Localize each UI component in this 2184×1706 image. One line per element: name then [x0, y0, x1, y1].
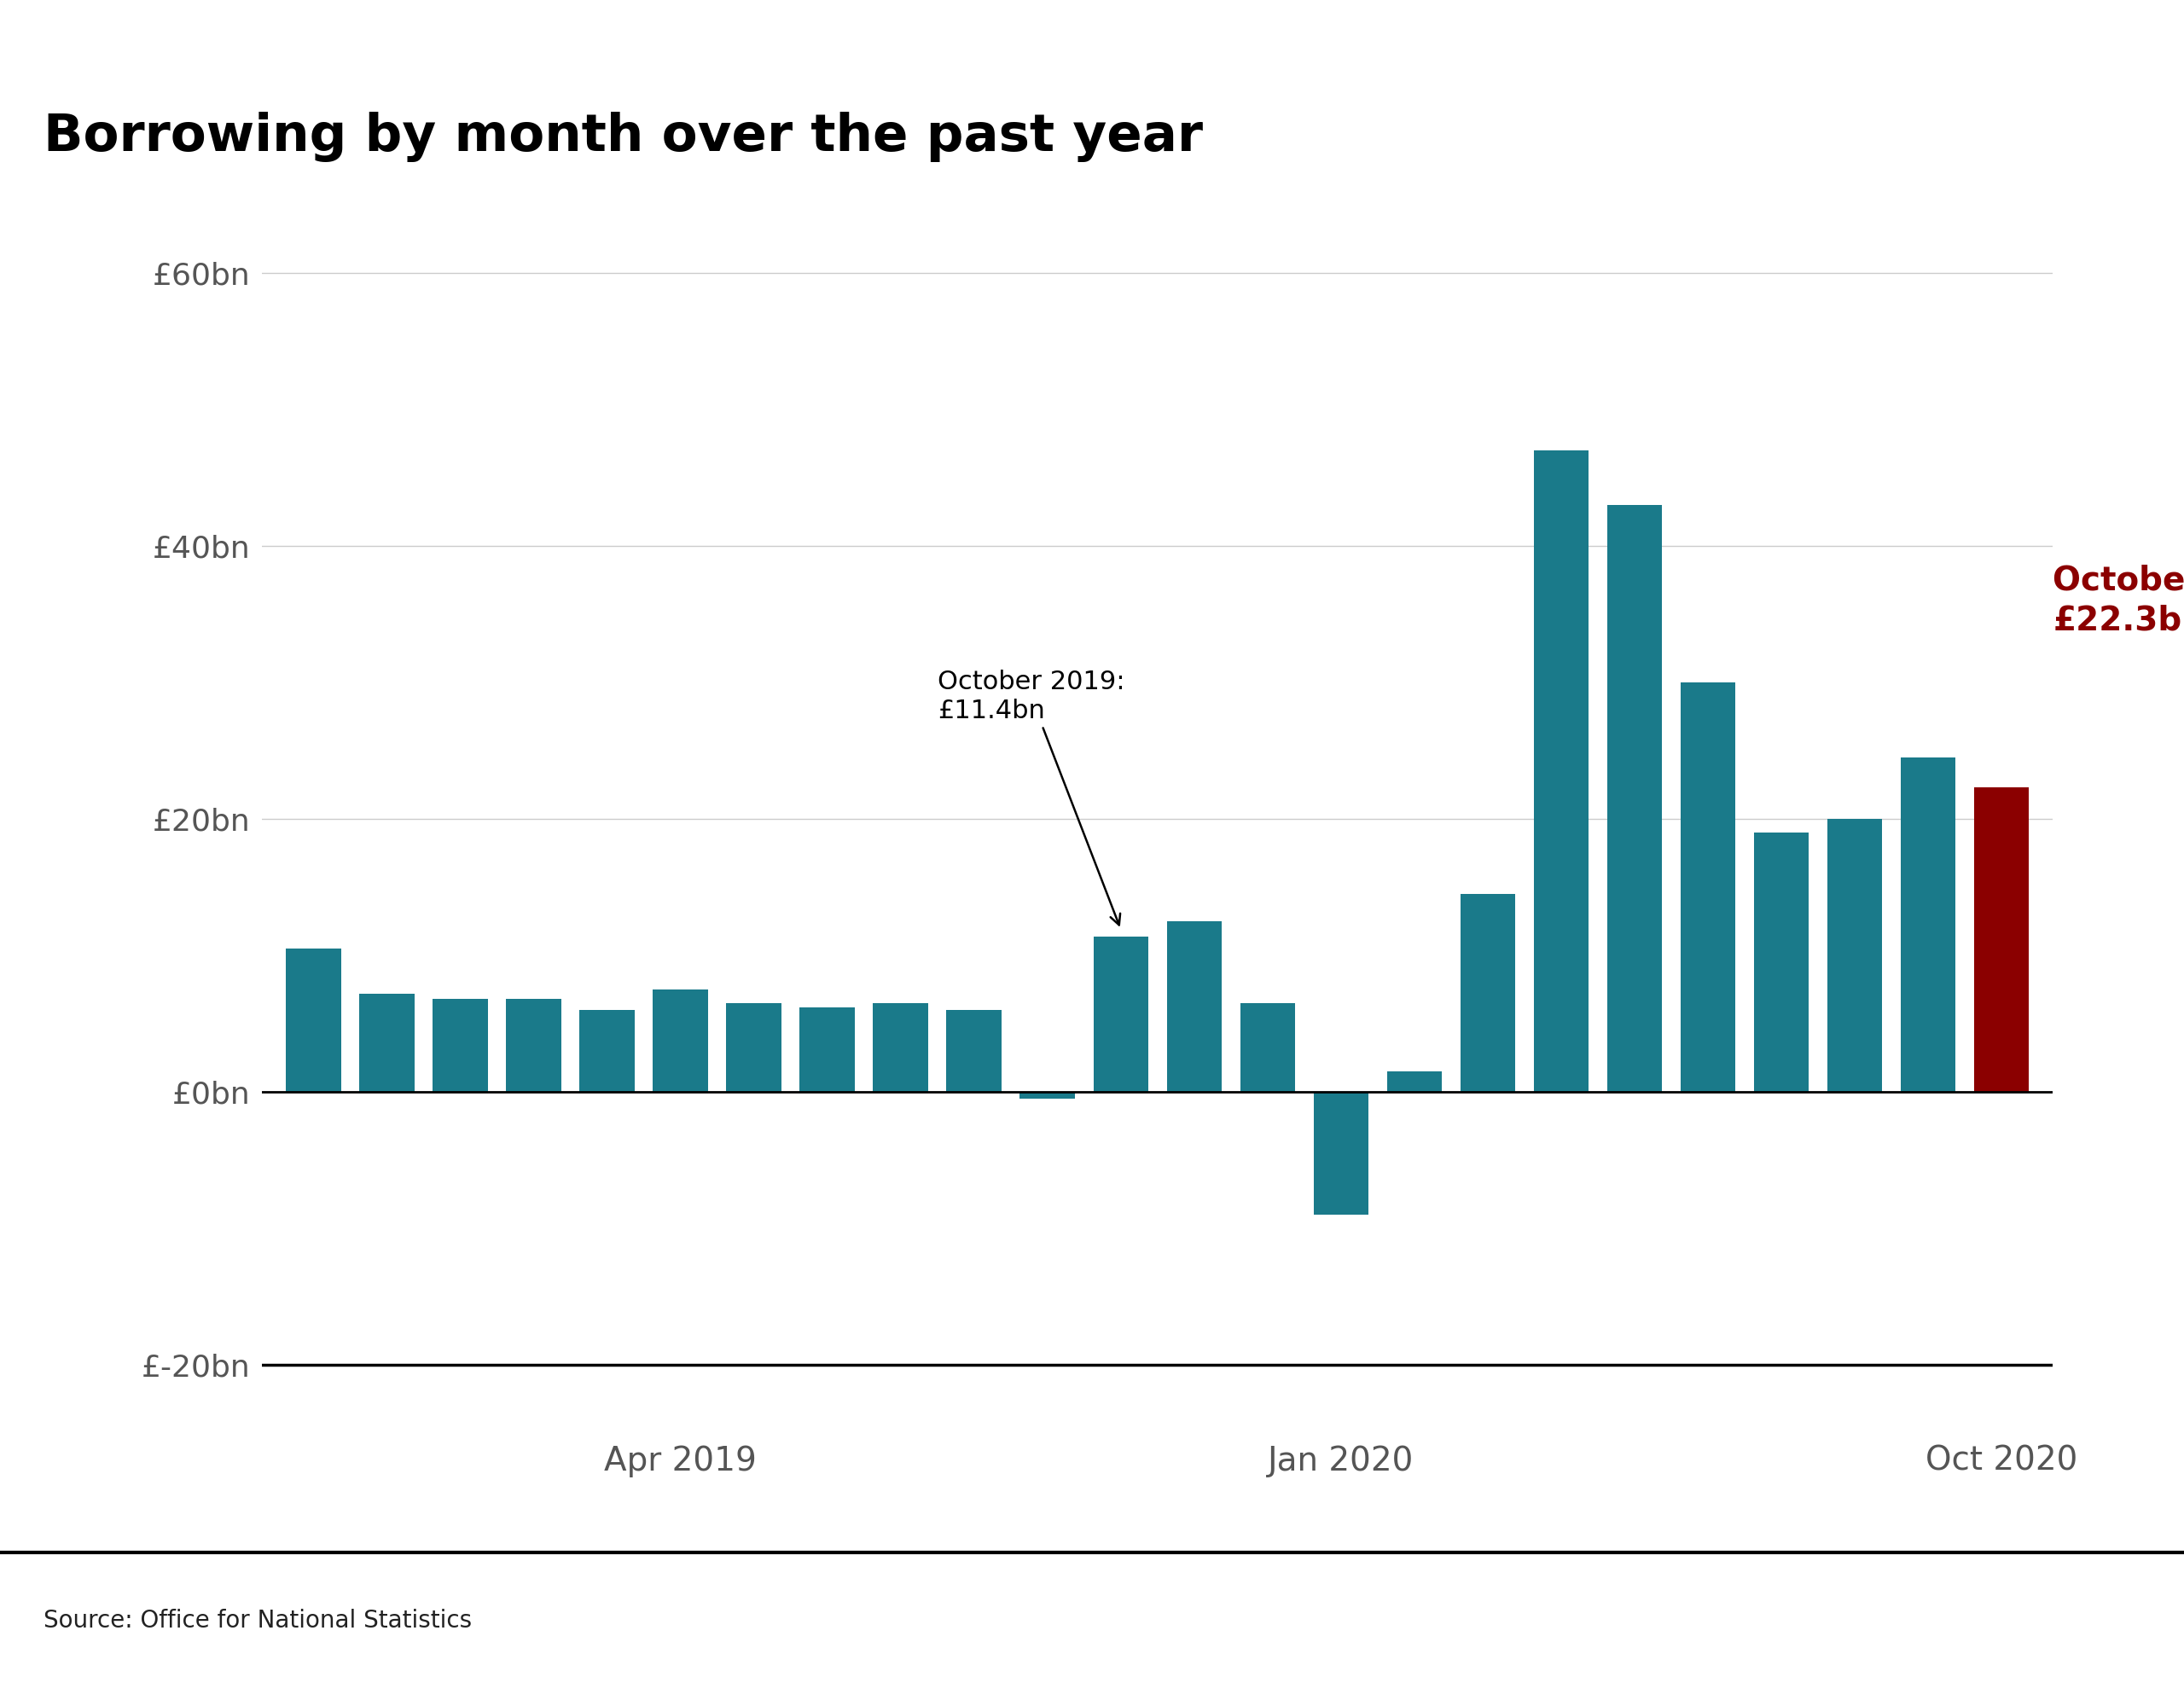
Bar — [432, 1000, 487, 1092]
Bar — [1461, 894, 1516, 1092]
Bar — [874, 1003, 928, 1092]
Text: C: C — [2108, 1610, 2129, 1638]
Bar — [1679, 682, 1736, 1092]
Bar — [1828, 819, 1883, 1092]
Bar — [1094, 937, 1149, 1092]
Bar — [1900, 757, 1955, 1092]
Text: B: B — [2014, 1610, 2035, 1638]
Bar — [1241, 1003, 1295, 1092]
Bar — [653, 989, 708, 1092]
Text: October 2020:
£22.3bn: October 2020: £22.3bn — [2053, 565, 2184, 636]
Bar — [727, 1003, 782, 1092]
Bar — [1607, 505, 1662, 1092]
Text: B: B — [1920, 1610, 1942, 1638]
Bar — [1166, 921, 1221, 1092]
Bar — [1974, 788, 2029, 1092]
Bar — [360, 993, 415, 1092]
Bar — [799, 1007, 854, 1092]
Bar — [286, 949, 341, 1092]
Bar — [1533, 450, 1588, 1092]
Bar — [1387, 1071, 1441, 1092]
Text: Borrowing by month over the past year: Borrowing by month over the past year — [44, 113, 1203, 162]
Bar — [1754, 833, 1808, 1092]
Bar — [507, 1000, 561, 1092]
Text: Source: Office for National Statistics: Source: Office for National Statistics — [44, 1609, 472, 1633]
Text: October 2019:
£11.4bn: October 2019: £11.4bn — [937, 670, 1125, 925]
Bar — [579, 1010, 636, 1092]
Bar — [946, 1010, 1002, 1092]
Bar — [1020, 1092, 1075, 1099]
Bar — [1313, 1092, 1369, 1215]
